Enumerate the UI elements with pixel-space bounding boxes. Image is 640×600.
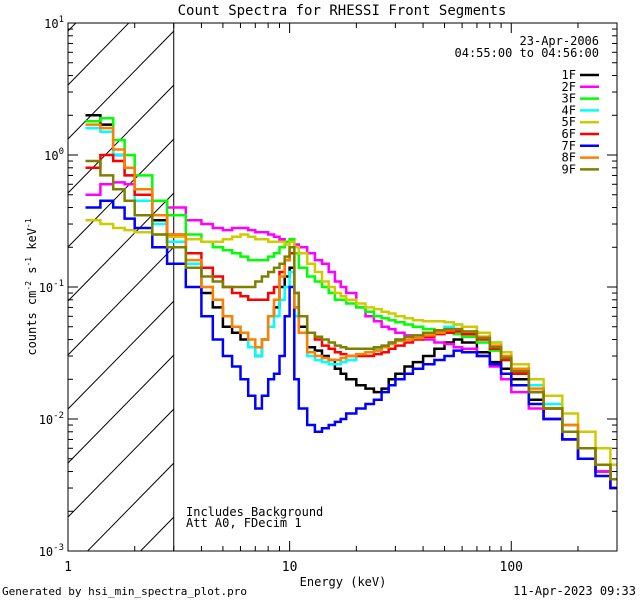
y-tick-base: 10 — [39, 545, 53, 559]
y-tick-label: 100 — [44, 147, 64, 163]
annotation-attenuator: Att A0, FDecim 1 — [186, 516, 302, 530]
legend-label-8F: 8F — [562, 151, 576, 165]
hatch-line — [68, 246, 175, 356]
legend-label-5F: 5F — [562, 115, 576, 129]
series-line-5F — [85, 219, 617, 467]
date-text: 23-Apr-2006 — [520, 34, 599, 48]
series-line-6F — [85, 153, 617, 481]
y-tick-exp: -1 — [53, 279, 64, 289]
hatch-line — [68, 192, 175, 302]
y-tick-exp: 1 — [59, 15, 64, 25]
hatch-line — [68, 138, 175, 248]
y-tick-base: 10 — [44, 17, 58, 31]
x-tick-label: 1 — [64, 560, 72, 575]
hatch-line — [139, 516, 175, 551]
legend-label-7F: 7F — [562, 139, 576, 153]
x-tick-label: 10 — [282, 560, 298, 575]
legend-label-1F: 1F — [562, 68, 576, 82]
legend-label-6F: 6F — [562, 127, 576, 141]
y-tick-exp: -3 — [53, 543, 64, 553]
hatch-line — [86, 462, 175, 551]
y-label-exp: -1 — [24, 257, 33, 267]
y-label-part: s — [25, 267, 39, 281]
y-tick-label: 10-3 — [39, 543, 64, 559]
y-tick-base: 10 — [39, 413, 53, 427]
y-tick-base: 10 — [44, 149, 58, 163]
y-tick-exp: 0 — [59, 147, 64, 157]
hatch-line — [68, 300, 175, 410]
y-tick-label: 10-1 — [39, 279, 64, 295]
y-tick-label: 10-2 — [39, 411, 64, 427]
x-axis-label: Energy (keV) — [300, 575, 387, 589]
series-line-2F — [85, 181, 617, 490]
hatch-line — [68, 354, 175, 464]
annotation-background: Includes Background — [186, 505, 323, 519]
generated-by-text: Generated by hsi_min_spectra_plot.pro — [2, 585, 247, 598]
time-range-text: 04:55:00 to 04:56:00 — [455, 46, 600, 60]
x-tick-labels: 1 10 100 — [64, 560, 523, 575]
y-label-part: counts cm — [25, 291, 39, 356]
y-tick-exp: -2 — [53, 411, 64, 421]
legend-label-2F: 2F — [562, 80, 576, 94]
chart-title: Count Spectra for RHESSI Front Segments — [178, 3, 507, 19]
axis-ticks — [67, 22, 618, 552]
y-label-part: keV — [25, 228, 39, 257]
hatch-line — [68, 23, 130, 86]
y-axis-label: counts cm-2 s-1 keV-1 — [24, 218, 39, 355]
legend-label-9F: 9F — [562, 162, 576, 176]
series-line-9F — [85, 159, 617, 481]
legend-label-4F: 4F — [562, 103, 576, 117]
y-label-exp: -2 — [24, 281, 33, 291]
x-tick-label: 100 — [500, 560, 523, 575]
y-tick-base: 10 — [39, 281, 53, 295]
hatch-line — [68, 408, 175, 518]
series-lines — [85, 114, 617, 490]
series-line-7F — [85, 199, 617, 490]
y-tick-label: 101 — [44, 15, 64, 31]
footer-timestamp: 11-Apr-2023 09:33 — [513, 584, 636, 598]
legend-label-3F: 3F — [562, 92, 576, 106]
y-label-exp: -1 — [24, 218, 33, 228]
